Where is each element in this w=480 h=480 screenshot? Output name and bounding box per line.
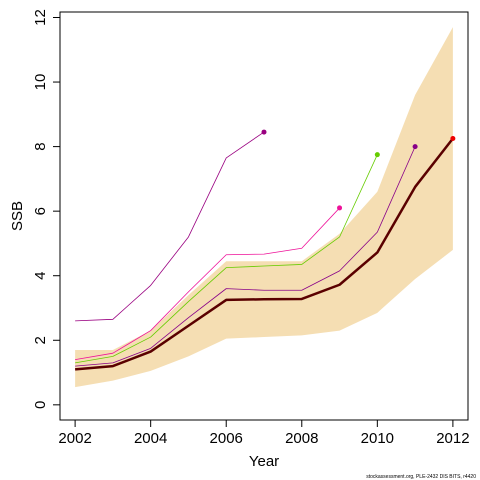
x-tick-label: 2008 (285, 430, 318, 447)
x-axis-label: Year (249, 453, 279, 470)
y-tick-label: 2 (32, 336, 49, 344)
end-marker (261, 129, 267, 135)
y-tick-label: 4 (32, 272, 49, 280)
y-tick-label: 6 (32, 207, 49, 215)
plot-frame (59, 11, 469, 421)
series-line (75, 146, 416, 367)
series-line (75, 154, 378, 364)
y-axis-label: SSB (9, 201, 26, 231)
end-marker (337, 205, 343, 211)
y-tick-label: 10 (32, 74, 49, 91)
y-tick-label: 8 (32, 142, 49, 150)
x-tick-label: 2006 (210, 430, 243, 447)
end-marker (450, 136, 456, 142)
y-tick-label: 0 (32, 401, 49, 409)
confidence-band (75, 27, 453, 388)
series-line (75, 207, 340, 361)
end-marker (412, 144, 418, 150)
x-tick-label: 2002 (58, 430, 91, 447)
series-line (75, 137, 454, 371)
y-tick-label: 12 (32, 9, 49, 26)
series-line (75, 131, 265, 322)
end-marker (374, 152, 380, 158)
footnote: stockassessment.org, PLE-2432 DIS BITS, … (366, 474, 476, 480)
x-tick-label: 2004 (134, 430, 167, 447)
x-tick-label: 2010 (361, 430, 394, 447)
x-tick-label: 2012 (436, 430, 469, 447)
